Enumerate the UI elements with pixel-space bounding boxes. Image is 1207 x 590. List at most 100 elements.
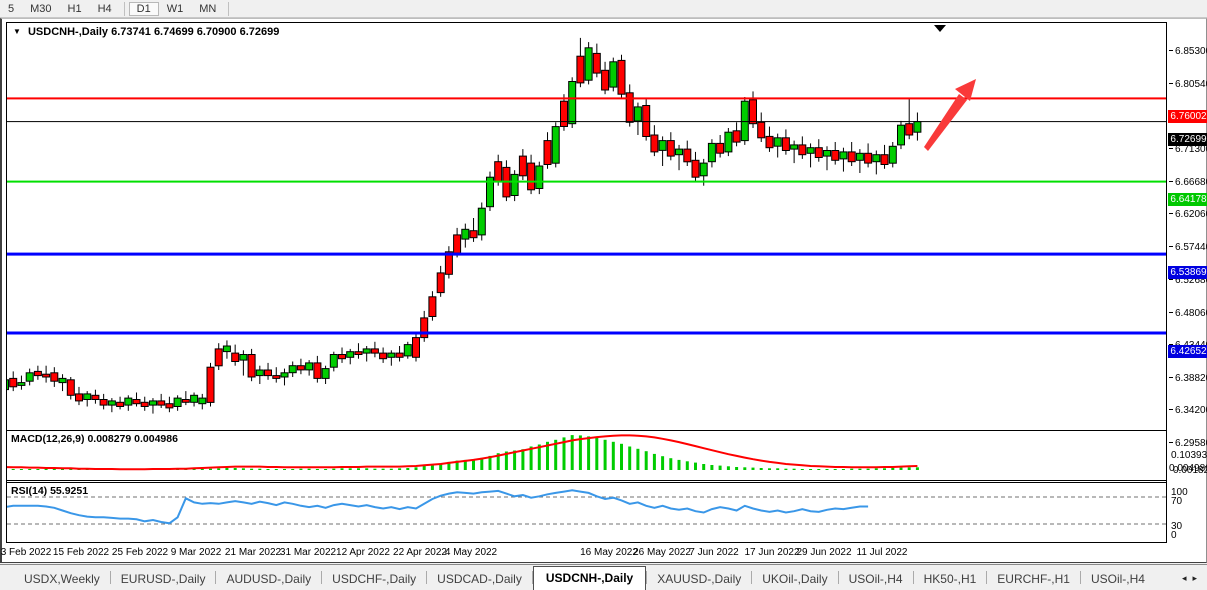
timeframe-button-m30[interactable]: M30 (30, 2, 52, 15)
price-level-badge: 6.64178 (1168, 193, 1207, 206)
symbol-tab-eurusd-daily[interactable]: EURUSD-,Daily (120, 572, 206, 586)
trend-arrow-annotation[interactable] (924, 79, 976, 151)
main-price-panel[interactable] (7, 23, 1166, 431)
rsi-plot (7, 489, 1166, 525)
price-axis-label: 6.52680 (1169, 275, 1207, 286)
timeframe-button-w1[interactable]: W1 (166, 2, 184, 15)
symbol-tab-usdcad-daily[interactable]: USDCAD-,Daily (437, 572, 522, 586)
tab-separator (531, 571, 533, 584)
timeframe-button-d1[interactable]: D1 (128, 1, 159, 16)
timeframe-button-5[interactable]: 5 (8, 2, 15, 15)
date-axis-label: 3 Feb 2022 (0, 547, 52, 558)
symbol-tab-eurchf-h1[interactable]: EURCHF-,H1 (997, 572, 1070, 586)
symbol-tab-hk50-h1[interactable]: HK50-,H1 (923, 572, 977, 586)
date-axis-label: 26 May 2022 (633, 547, 691, 558)
chart-dropdown-icon[interactable]: ▼ (13, 27, 21, 36)
tab-separator (109, 571, 111, 584)
toolbar-separator (228, 1, 230, 16)
candlestick-chart[interactable] (7, 23, 1166, 431)
symbol-tab-audusd-daily[interactable]: AUDUSD-,Daily (226, 572, 312, 586)
date-axis-label: 11 Jul 2022 (856, 547, 908, 558)
horizontal-level-lines[interactable] (7, 97, 1166, 335)
tab-separator (751, 571, 753, 584)
macd-panel[interactable]: MACD(12,26,9) 0.008279 0.004986 (7, 431, 1166, 481)
date-axis-label: 15 Feb 2022 (52, 547, 110, 558)
axis-tick (1169, 442, 1173, 443)
price-axis-label: 6.85300 (1169, 46, 1207, 57)
axis-tick (1169, 246, 1173, 247)
triangle-marker-icon[interactable] (934, 25, 946, 32)
tab-separator (912, 571, 914, 584)
price-axis-label: 6.34200 (1169, 405, 1207, 416)
date-axis-label: 9 Mar 2022 (170, 547, 222, 558)
macd-axis-value: 0.004986 (1169, 463, 1207, 474)
symbol-tab-bar: USDX,Weekly EURUSD-,Daily AUDUSD-,Daily USD… (0, 564, 1207, 590)
tab-separator (321, 571, 323, 584)
axis-tick (1169, 213, 1173, 214)
date-axis-label: 31 Mar 2022 (279, 547, 337, 558)
tab-separator (426, 571, 428, 584)
axis-tick (1169, 377, 1173, 378)
rsi-axis-label: 100 (1171, 487, 1188, 498)
axis-tick (1169, 279, 1173, 280)
symbol-tab-usoil-h4[interactable]: USOil-,H4 (848, 572, 903, 586)
date-axis-label: 17 Jun 2022 (744, 547, 800, 558)
symbol-tab-usdx-weekly[interactable]: USDX,Weekly (24, 572, 100, 586)
price-level-badge: 6.53869 (1168, 266, 1207, 279)
macd-plot (7, 434, 919, 471)
rsi-panel[interactable]: RSI(14) 55.9251 (7, 483, 1166, 539)
timeframe-button-h1[interactable]: H1 (67, 2, 82, 15)
rsi-line (7, 489, 869, 525)
price-axis-label: 6.29580 (1169, 438, 1207, 449)
price-axis-label: 6.71300 (1169, 144, 1207, 155)
date-axis-label: 12 Apr 2022 (336, 547, 390, 558)
timeframe-button-mn[interactable]: MN (199, 2, 217, 15)
date-axis-label: 7 Jun 2022 (689, 547, 739, 558)
axis-tick (1169, 344, 1173, 345)
timeframe-toolbar: 5 M30 H1 H4 D1 W1 MN (0, 0, 1207, 18)
chart-area[interactable]: ▼ USDCNH-,Daily 6.73741 6.74699 6.70900 … (6, 22, 1167, 543)
symbol-tab-xauusd-daily[interactable]: XAUUSD-,Daily (657, 572, 742, 586)
symbol-tab-usdcnh-daily[interactable]: USDCNH-,Daily (532, 566, 647, 590)
tab-scroll-left-icon[interactable]: ◂ (1181, 573, 1187, 583)
macd-label: MACD(12,26,9) 0.008279 0.004986 (11, 433, 178, 445)
toolbar-separator (123, 1, 125, 16)
symbol-tab-ukoil-daily[interactable]: UKOil-,Daily (762, 572, 828, 586)
axis-tick (1169, 148, 1173, 149)
date-axis-label: 4 May 2022 (444, 547, 498, 558)
price-axis-label: 6.66680 (1169, 177, 1207, 188)
date-axis-label: 16 May 2022 (580, 547, 638, 558)
axis-tick (1169, 50, 1173, 51)
date-axis-label: 29 Jun 2022 (796, 547, 852, 558)
rsi-axis-label: 0 (1171, 530, 1177, 541)
date-axis-label: 21 Mar 2022 (224, 547, 282, 558)
tab-separator (215, 571, 217, 584)
symbol-tab-usdchf-daily[interactable]: USDCHF-,Daily (332, 572, 417, 586)
price-axis-label: 6.80540 (1169, 79, 1207, 90)
symbol-tab-usoil-h4[interactable]: USOil-,H4 (1090, 572, 1145, 586)
rsi-label: RSI(14) 55.9251 (11, 485, 89, 497)
axis-tick (1169, 312, 1173, 313)
chart-ohlc-values: 6.73741 6.74699 6.70900 6.72699 (111, 26, 280, 38)
macd-signal-line (7, 434, 918, 471)
candles (7, 37, 922, 414)
tab-separator (837, 571, 839, 584)
price-level-badge: 6.42652 (1168, 345, 1207, 358)
tab-separator (1079, 571, 1081, 584)
tab-separator (986, 571, 988, 584)
price-axis-label: 6.57440 (1169, 242, 1207, 253)
tab-scroll-right-icon[interactable]: ▸ (1192, 573, 1197, 583)
macd-axis-top: 0.103934 (1171, 450, 1207, 461)
chart-symbol-period: USDCNH-,Daily (27, 26, 109, 38)
axis-tick (1169, 83, 1173, 84)
date-axis-label: 25 Feb 2022 (111, 547, 169, 558)
price-axis-label: 6.38820 (1169, 373, 1207, 384)
axis-tick (1169, 181, 1173, 182)
axis-tick (1169, 409, 1173, 410)
timeframe-button-h4[interactable]: H4 (97, 2, 112, 15)
price-level-badge: 6.72699 (1168, 133, 1207, 146)
panel-divider (7, 481, 1166, 483)
rsi-axis-label: 70 (1171, 496, 1183, 507)
chart-window: ▼ USDCNH-,Daily 6.73741 6.74699 6.70900 … (0, 18, 1207, 563)
